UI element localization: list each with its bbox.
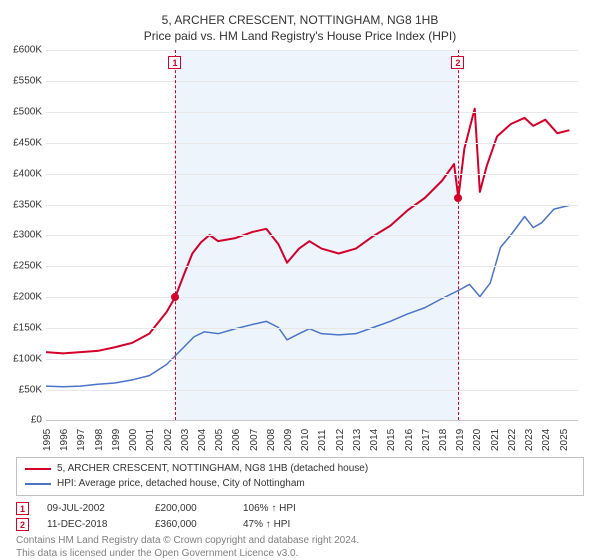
footer-attribution: Contains HM Land Registry data © Crown c… [16,534,584,560]
y-tick-label: £300K [13,230,42,241]
legend: 5, ARCHER CRESCENT, NOTTINGHAM, NG8 1HB … [16,457,584,496]
gridline [46,50,578,51]
x-tick-label: 2021 [490,429,501,451]
gridline [46,297,578,298]
x-tick-label: 2024 [541,429,552,451]
gridline [46,174,578,175]
x-tick-label: 2013 [352,429,363,451]
sale-date: 11-DEC-2018 [47,519,137,530]
footer-line2: This data is licensed under the Open Gov… [16,547,584,560]
y-axis: £0£50K£100K£150K£200K£250K£300K£350K£400… [10,50,46,420]
x-tick-label: 2004 [197,429,208,451]
y-tick-label: £100K [13,353,42,364]
title-address: 5, ARCHER CRESCENT, NOTTINGHAM, NG8 1HB [16,12,584,28]
x-tick-label: 1996 [59,429,70,451]
gridline [46,112,578,113]
sale-pct: 47% ↑ HPI [243,519,343,530]
x-tick-label: 2009 [283,429,294,451]
sale-price: £200,000 [155,503,225,514]
gridline [46,205,578,206]
sale-row-marker: 1 [16,502,29,515]
x-tick-label: 2016 [404,429,415,451]
gridline [46,390,578,391]
x-tick-label: 2014 [369,429,380,451]
y-tick-label: £50K [19,384,42,395]
plot-canvas: 12 [46,50,578,420]
x-tick-label: 2018 [438,429,449,451]
y-tick-label: £200K [13,292,42,303]
x-tick-label: 1995 [42,429,53,451]
plot-area: £0£50K£100K£150K£200K£250K£300K£350K£400… [46,50,578,421]
x-tick-label: 2017 [421,429,432,451]
x-tick-label: 2023 [524,429,535,451]
x-tick-label: 1999 [111,429,122,451]
y-tick-label: £600K [13,45,42,56]
y-tick-label: £450K [13,137,42,148]
x-tick-label: 2008 [266,429,277,451]
chart-container: 5, ARCHER CRESCENT, NOTTINGHAM, NG8 1HB … [0,0,600,560]
legend-label: 5, ARCHER CRESCENT, NOTTINGHAM, NG8 1HB … [57,461,368,476]
y-tick-label: £350K [13,199,42,210]
y-tick-label: £0 [31,415,42,426]
sale-row: 2 11-DEC-2018 £360,000 47% ↑ HPI [16,518,584,531]
legend-swatch [25,468,51,470]
x-tick-label: 2003 [180,429,191,451]
sale-vline [175,50,176,420]
gridline [46,359,578,360]
gridline [46,266,578,267]
sale-dot [171,293,179,301]
x-axis: 1995199619971998199920002001200220032004… [46,421,578,451]
legend-row: HPI: Average price, detached house, City… [25,476,575,491]
sale-date: 09-JUL-2002 [47,503,137,514]
x-tick-label: 2022 [507,429,518,451]
x-tick-label: 2005 [214,429,225,451]
x-tick-label: 2019 [455,429,466,451]
chart-title: 5, ARCHER CRESCENT, NOTTINGHAM, NG8 1HB … [16,10,584,50]
y-tick-label: £500K [13,107,42,118]
gridline [46,235,578,236]
sale-price: £360,000 [155,519,225,530]
x-tick-label: 2007 [249,429,260,451]
legend-label: HPI: Average price, detached house, City… [57,476,305,491]
x-tick-label: 2006 [231,429,242,451]
x-tick-label: 2020 [472,429,483,451]
y-tick-label: £150K [13,322,42,333]
gridline [46,81,578,82]
x-tick-label: 2025 [559,429,570,451]
x-tick-label: 2002 [163,429,174,451]
gridline [46,143,578,144]
footer-line1: Contains HM Land Registry data © Crown c… [16,534,584,547]
sale-dot [454,194,462,202]
y-tick-label: £400K [13,168,42,179]
x-tick-label: 1998 [94,429,105,451]
gridline [46,328,578,329]
x-tick-label: 1997 [76,429,87,451]
sale-marker-1: 1 [168,56,181,69]
title-subtitle: Price paid vs. HM Land Registry's House … [16,28,584,44]
sale-vline [458,50,459,420]
x-tick-label: 2015 [386,429,397,451]
sale-marker-2: 2 [451,56,464,69]
x-tick-label: 2001 [145,429,156,451]
x-tick-label: 2012 [335,429,346,451]
y-tick-label: £550K [13,76,42,87]
legend-swatch [25,483,51,485]
x-tick-label: 2010 [300,429,311,451]
sale-row-marker: 2 [16,518,29,531]
x-tick-label: 2000 [128,429,139,451]
legend-row: 5, ARCHER CRESCENT, NOTTINGHAM, NG8 1HB … [25,461,575,476]
sale-row: 1 09-JUL-2002 £200,000 106% ↑ HPI [16,502,584,515]
sales-table: 1 09-JUL-2002 £200,000 106% ↑ HPI 2 11-DEC-20… [16,502,584,531]
sale-pct: 106% ↑ HPI [243,503,343,514]
y-tick-label: £250K [13,261,42,272]
x-tick-label: 2011 [317,430,328,452]
